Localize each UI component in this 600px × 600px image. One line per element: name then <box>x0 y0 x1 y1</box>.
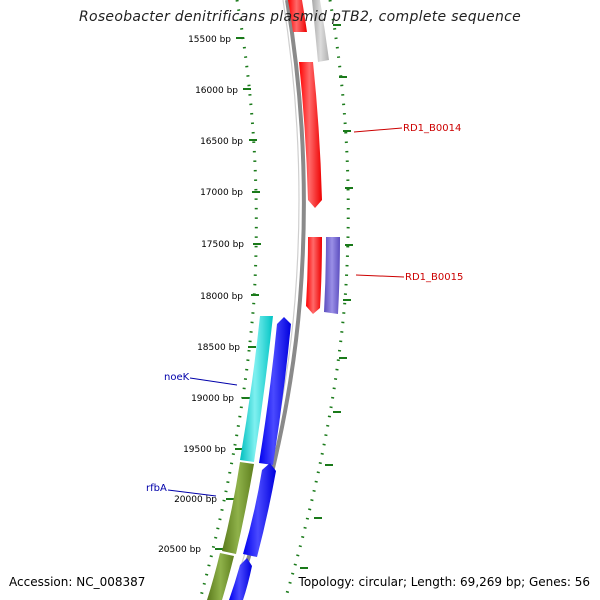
gene-rd1-b0013[interactable] <box>288 0 307 32</box>
gene-label-rd1-b0015[interactable]: RD1_B0015 <box>405 272 463 283</box>
leader-rd1-b0014 <box>353 127 403 133</box>
gene-blue-2[interactable] <box>243 463 276 557</box>
sequence-summary: Topology: circular; Length: 69,269 bp; G… <box>298 575 590 589</box>
major-ticks-right <box>300 24 353 569</box>
major-ticks-left <box>215 37 261 550</box>
right-ruler <box>283 0 350 600</box>
tick-label: 19500 bp <box>183 445 226 455</box>
tick-label: 17500 bp <box>201 240 244 250</box>
gene-rfba[interactable] <box>222 462 254 554</box>
tick-label: 18000 bp <box>200 292 243 302</box>
gene-grey[interactable] <box>312 0 329 62</box>
gene-blue-1[interactable] <box>259 317 291 465</box>
tick-label: 16000 bp <box>195 86 238 96</box>
gene-olive-2[interactable] <box>207 553 234 600</box>
tick-label: 15500 bp <box>188 35 231 45</box>
gene-noek[interactable] <box>240 316 273 462</box>
map-title: Roseobacter denitrificans plasmid pTB2, … <box>78 9 522 25</box>
gene-rd1-b0015-red[interactable] <box>306 237 322 314</box>
tick-label: 20500 bp <box>158 545 201 555</box>
leader-noek <box>189 377 238 386</box>
tick-label: 17000 bp <box>200 188 243 198</box>
left-ruler <box>198 0 258 600</box>
gene-rd1-b0014[interactable] <box>299 62 322 208</box>
tick-label: 18500 bp <box>197 343 240 353</box>
gene-label-rd1-b0014[interactable]: RD1_B0014 <box>403 123 461 134</box>
gene-rd1-b0015-purple[interactable] <box>324 237 340 314</box>
tick-label: 20000 bp <box>174 495 217 505</box>
leader-rd1-b0015 <box>355 274 405 278</box>
gene-label-rfba[interactable]: rfbA <box>146 483 167 494</box>
gene-label-noek[interactable]: noeK <box>164 372 190 383</box>
leader-rfba <box>167 489 217 497</box>
accession-text: Accession: NC_008387 <box>9 575 146 589</box>
tick-label: 19000 bp <box>191 394 234 404</box>
tick-labels: 15500 bp 16000 bp 16500 bp 17000 bp 1750… <box>158 35 244 555</box>
gene-blue-3[interactable] <box>229 558 252 600</box>
tick-label: 16500 bp <box>200 137 243 147</box>
